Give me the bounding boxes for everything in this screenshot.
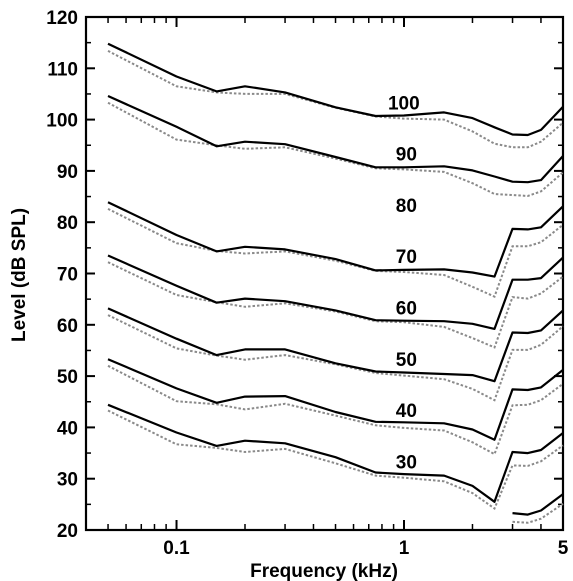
y-tick-label: 90 (57, 162, 78, 183)
y-tick-label: 40 (57, 418, 78, 439)
solid-curve-70 (107, 254, 564, 330)
x-tick-label: 1 (399, 538, 410, 559)
curve-label-40: 40 (396, 401, 417, 422)
curve-label-100: 100 (388, 93, 420, 114)
y-tick-label: 70 (57, 265, 78, 286)
curve-label-80: 80 (396, 196, 417, 217)
solid-curve-60 (107, 307, 564, 383)
y-tick-label: 120 (46, 8, 78, 29)
dotted-curve-50 (107, 364, 564, 456)
y-tick-label: 80 (57, 213, 78, 234)
solid-series-lines (107, 42, 564, 516)
solid-curve-100 (107, 42, 564, 137)
dotted-curve-70 (107, 261, 564, 349)
curve-labels: 100 90 80 70 60 50 40 30 (388, 93, 420, 473)
x-tick-label: 5 (558, 538, 569, 559)
y-tick-label: 110 (47, 59, 78, 80)
x-axis-ticks: 0.1 1 5 (107, 17, 569, 559)
y-tick-label: 50 (57, 367, 78, 388)
curve-label-50: 50 (396, 350, 417, 371)
solid-curve-50 (107, 358, 564, 441)
x-axis-title: Frequency (kHz) (250, 561, 398, 581)
dotted-curve-60 (107, 314, 564, 402)
y-tick-label: 20 (57, 521, 78, 542)
y-axis-title: Level (dB SPL) (9, 208, 30, 342)
dotted-curve-30 (512, 502, 564, 524)
dotted-curve-100 (107, 50, 564, 149)
dotted-curve-80 (107, 208, 564, 298)
curve-label-90: 90 (396, 145, 417, 166)
y-tick-label: 100 (46, 111, 78, 132)
y-tick-label: 30 (57, 470, 78, 491)
curve-label-30: 30 (396, 452, 417, 473)
curve-label-60: 60 (396, 299, 417, 320)
curve-label-70: 70 (396, 247, 417, 268)
solid-curve-30 (512, 493, 564, 516)
dotted-curve-40 (107, 409, 564, 511)
dotted-series-lines (107, 50, 564, 524)
solid-curve-80 (107, 201, 564, 278)
solid-curve-40 (107, 403, 564, 503)
dotted-curve-90 (107, 101, 564, 198)
x-tick-label: 0.1 (163, 538, 190, 559)
solid-curve-90 (107, 94, 564, 184)
y-axis-ticks: 20 30 40 50 60 70 80 90 100 110 120 (46, 8, 563, 542)
y-tick-label: 60 (57, 316, 78, 337)
